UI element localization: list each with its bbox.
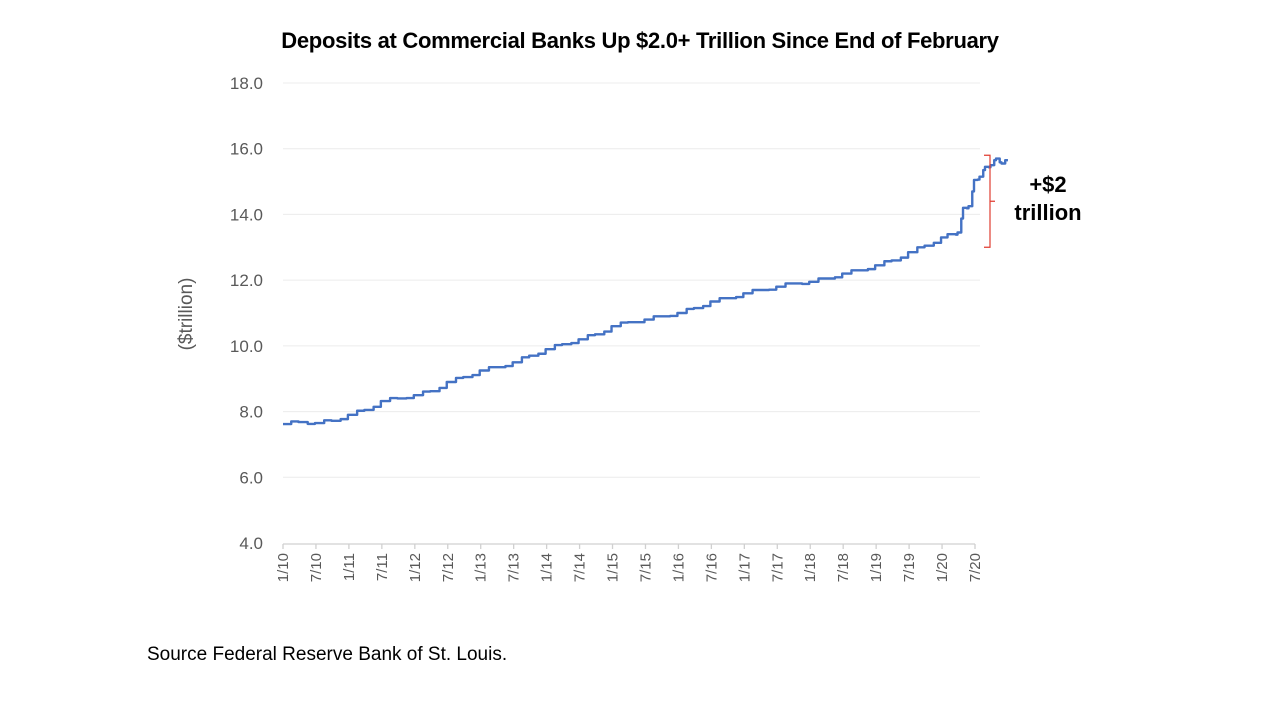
- x-tick-label: 7/15: [637, 553, 654, 582]
- x-tick-label: 7/13: [506, 553, 523, 582]
- y-tick-label: 12.0: [230, 271, 263, 290]
- y-tick-label: 8.0: [239, 403, 263, 422]
- y-axis-label: ($trillion): [176, 278, 197, 351]
- x-axis-ticks: 1/10 7/10 1/11 7/11 1/12 7/12 1/13 7/13 1/14 7/14…: [275, 544, 984, 582]
- x-tick-label: 1/18: [802, 553, 819, 582]
- x-tick-label: 7/20: [967, 553, 984, 582]
- y-tick-label: 6.0: [239, 468, 263, 487]
- y-tick-label: 10.0: [230, 337, 263, 356]
- y-tick-label: 16.0: [230, 140, 263, 159]
- annotation-text-line2: trillion: [1014, 200, 1081, 225]
- x-tick-label: 7/10: [308, 553, 325, 582]
- series-line: [283, 157, 1009, 426]
- x-tick-label: 1/16: [670, 553, 687, 582]
- y-tick-label: 4.0: [239, 534, 263, 553]
- x-tick-label: 7/18: [835, 553, 852, 582]
- x-tick-label: 1/13: [473, 553, 490, 582]
- chart-title: Deposits at Commercial Banks Up $2.0+ Tr…: [281, 28, 999, 53]
- x-tick-label: 1/11: [341, 553, 358, 581]
- x-tick-label: 7/11: [374, 553, 391, 581]
- y-axis-ticks: 4.0 6.0 8.0 10.0 12.0 14.0 16.0 18.0: [230, 74, 263, 553]
- gridlines: [283, 82, 980, 478]
- x-tick-label: 1/10: [275, 553, 292, 582]
- x-tick-label: 1/20: [934, 553, 951, 582]
- series-group: [283, 157, 1009, 426]
- x-tick-label: 7/14: [572, 553, 589, 582]
- y-tick-label: 14.0: [230, 205, 263, 224]
- x-tick-label: 1/19: [868, 553, 885, 582]
- x-tick-label: 1/12: [407, 553, 424, 582]
- annotation-bracket: [984, 154, 995, 248]
- x-tick-label: 7/12: [440, 553, 457, 582]
- source-note: Source Federal Reserve Bank of St. Louis…: [147, 644, 508, 665]
- x-tick-label: 1/15: [605, 553, 622, 582]
- x-tick-label: 7/17: [769, 553, 786, 582]
- annotation-text-line1: +$2: [1029, 172, 1066, 197]
- x-tick-label: 1/17: [736, 553, 753, 582]
- x-tick-label: 7/19: [901, 553, 918, 582]
- annotation-group: +$2 trillion: [984, 154, 1082, 248]
- x-tick-label: 1/14: [539, 553, 556, 582]
- x-tick-label: 7/16: [703, 553, 720, 582]
- y-tick-label: 18.0: [230, 74, 263, 93]
